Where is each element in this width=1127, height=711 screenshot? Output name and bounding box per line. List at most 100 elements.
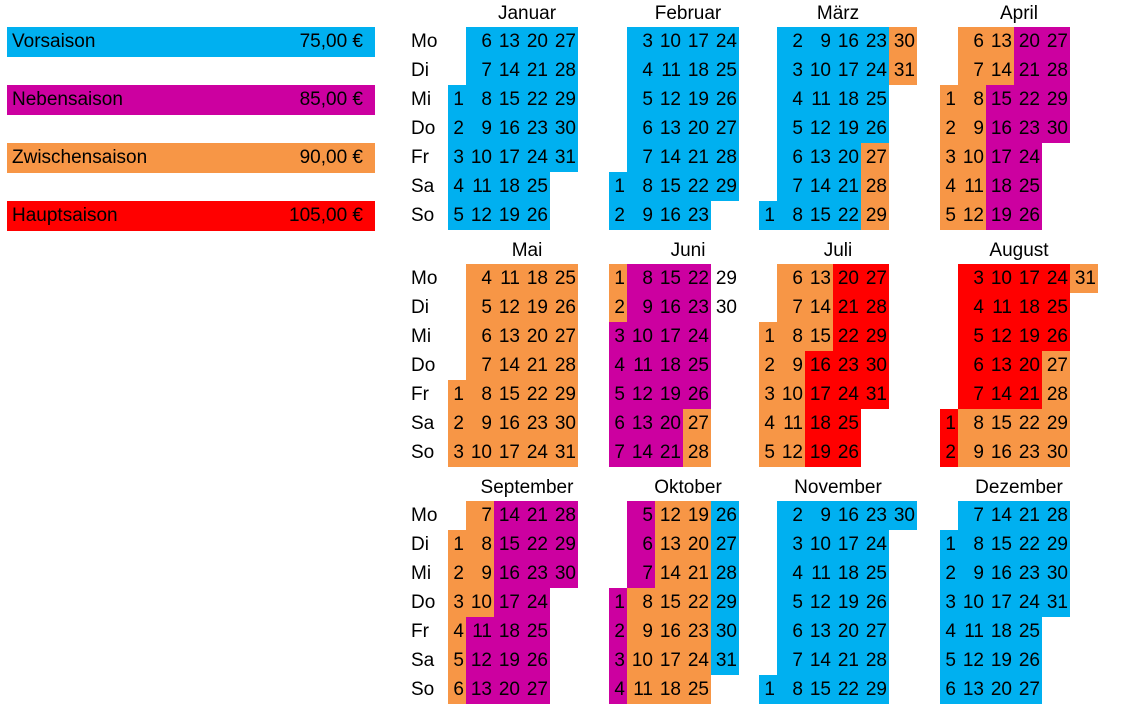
calendar-day: 17 xyxy=(494,438,522,467)
calendar-day: 14 xyxy=(494,351,522,380)
calendar-day: 22 xyxy=(1014,85,1042,114)
calendar-day: 22 xyxy=(833,201,861,230)
calendar-day: 17 xyxy=(655,322,683,351)
calendar-day: 12 xyxy=(958,646,986,675)
calendar-day: 8 xyxy=(777,675,805,704)
calendar-day: 12 xyxy=(655,501,683,530)
calendar-day: 23 xyxy=(1014,559,1042,588)
calendar-day: 27 xyxy=(861,143,889,172)
calendar-day: 20 xyxy=(683,114,711,143)
calendar-day: 30 xyxy=(889,501,917,530)
calendar-day: 13 xyxy=(627,409,655,438)
calendar-day: 7 xyxy=(777,172,805,201)
calendar-day: 14 xyxy=(494,56,522,85)
calendar-day: 19 xyxy=(494,201,522,230)
calendar-day: 12 xyxy=(627,380,655,409)
calendar-day: 9 xyxy=(627,201,655,230)
calendar-day: 30 xyxy=(550,409,578,438)
calendar-day: 13 xyxy=(805,264,833,293)
month-title-dezember: Dezember xyxy=(975,477,1063,498)
calendar-day: 30 xyxy=(1042,438,1070,467)
calendar-day: 25 xyxy=(1042,293,1070,322)
calendar-day: 29 xyxy=(1042,85,1070,114)
calendar-day: 6 xyxy=(466,27,494,56)
calendar-day: 30 xyxy=(711,293,739,322)
calendar-day: 26 xyxy=(833,438,861,467)
calendar-day: 17 xyxy=(986,588,1014,617)
calendar-day: 24 xyxy=(861,56,889,85)
calendar-day: 3 xyxy=(777,530,805,559)
calendar-day: 25 xyxy=(1014,172,1042,201)
calendar-day: 8 xyxy=(958,85,986,114)
calendar-day: 31 xyxy=(711,646,739,675)
calendar-day: 17 xyxy=(833,530,861,559)
calendar-day: 24 xyxy=(522,143,550,172)
calendar-day: 29 xyxy=(861,322,889,351)
calendar-day: 3 xyxy=(759,380,777,409)
calendar-day: 20 xyxy=(986,675,1014,704)
weekday-label: So xyxy=(411,205,435,226)
calendar-day: 21 xyxy=(833,646,861,675)
calendar-day: 19 xyxy=(833,114,861,143)
calendar-day: 10 xyxy=(777,380,805,409)
calendar-day: 4 xyxy=(448,617,466,646)
calendar-day: 6 xyxy=(777,143,805,172)
calendar-day: 19 xyxy=(683,501,711,530)
calendar-day: 23 xyxy=(1014,114,1042,143)
calendar-day: 13 xyxy=(958,675,986,704)
calendar-day: 26 xyxy=(683,380,711,409)
calendar-day: 19 xyxy=(522,293,550,322)
calendar-day: 20 xyxy=(833,143,861,172)
calendar-day: 13 xyxy=(655,530,683,559)
calendar-day: 4 xyxy=(609,675,627,704)
calendar-day: 18 xyxy=(683,56,711,85)
calendar-day: 30 xyxy=(889,27,917,56)
calendar-day: 27 xyxy=(861,264,889,293)
calendar-day: 13 xyxy=(494,322,522,351)
calendar-day: 3 xyxy=(448,143,466,172)
calendar-day: 30 xyxy=(1042,114,1070,143)
weekday-label: Mo xyxy=(411,268,438,289)
calendar-day: 4 xyxy=(940,172,958,201)
calendar-day: 22 xyxy=(683,264,711,293)
calendar-day: 17 xyxy=(805,380,833,409)
calendar-day: 2 xyxy=(448,114,466,143)
calendar-day: 9 xyxy=(958,559,986,588)
calendar-day: 23 xyxy=(522,559,550,588)
calendar-day: 19 xyxy=(1014,322,1042,351)
calendar-day: 29 xyxy=(861,201,889,230)
calendar-day: 28 xyxy=(1042,380,1070,409)
calendar-day: 15 xyxy=(805,675,833,704)
calendar-day: 18 xyxy=(986,172,1014,201)
calendar-day: 20 xyxy=(833,617,861,646)
calendar-day: 14 xyxy=(805,172,833,201)
calendar-day: 11 xyxy=(805,85,833,114)
weekday-label: Sa xyxy=(411,413,435,434)
calendar-day: 22 xyxy=(1014,530,1042,559)
calendar-day: 28 xyxy=(711,559,739,588)
calendar-day: 31 xyxy=(1070,264,1098,293)
calendar-day: 4 xyxy=(466,264,494,293)
calendar-day: 2 xyxy=(609,201,627,230)
calendar-day: 13 xyxy=(494,27,522,56)
calendar-day: 16 xyxy=(494,559,522,588)
calendar-day: 18 xyxy=(494,172,522,201)
calendar-day: 26 xyxy=(522,201,550,230)
legend-season-price: 85,00 € xyxy=(299,89,363,110)
calendar-day: 18 xyxy=(522,264,550,293)
calendar-day: 24 xyxy=(522,588,550,617)
calendar-day: 22 xyxy=(833,675,861,704)
calendar-day: 25 xyxy=(683,675,711,704)
calendar-day: 28 xyxy=(550,56,578,85)
calendar-day: 6 xyxy=(777,264,805,293)
weekday-label: So xyxy=(411,442,435,463)
calendar-day: 18 xyxy=(655,675,683,704)
calendar-day: 20 xyxy=(1014,27,1042,56)
calendar-day: 3 xyxy=(627,27,655,56)
calendar-day: 10 xyxy=(958,588,986,617)
calendar-day: 6 xyxy=(627,114,655,143)
month-title-mai: Mai xyxy=(511,240,543,261)
calendar-day: 29 xyxy=(1042,409,1070,438)
calendar-day: 27 xyxy=(861,617,889,646)
calendar-day: 11 xyxy=(958,172,986,201)
